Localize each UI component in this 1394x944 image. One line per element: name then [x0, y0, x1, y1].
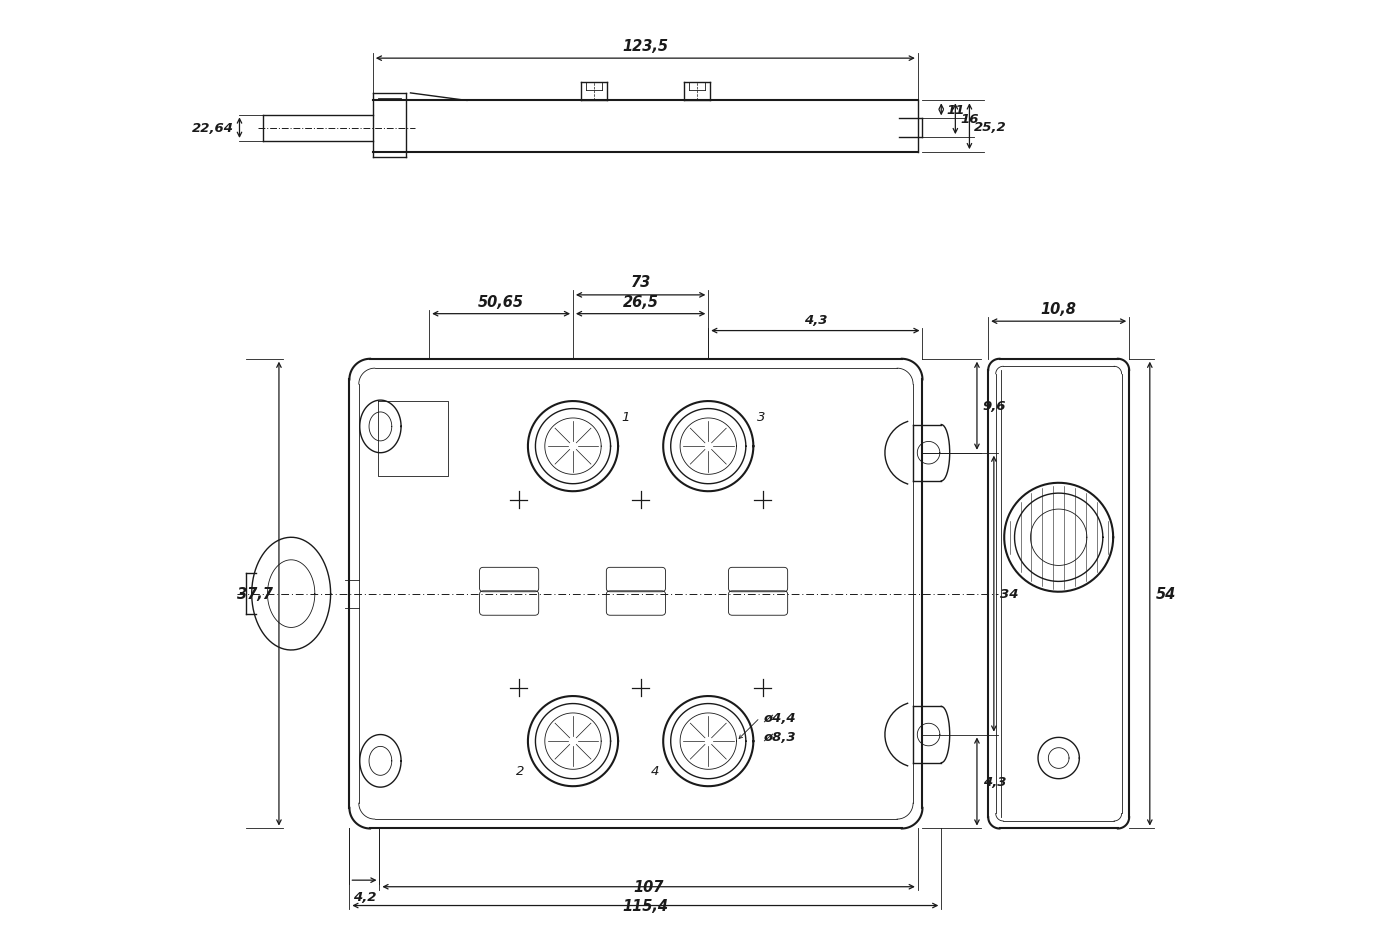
Text: 54: 54: [1156, 586, 1175, 601]
Text: 22,64: 22,64: [192, 122, 234, 135]
Text: 115,4: 115,4: [622, 898, 668, 913]
Text: 25,2: 25,2: [974, 121, 1006, 134]
Text: 4,3: 4,3: [983, 775, 1006, 788]
Text: 4: 4: [651, 764, 659, 777]
Text: 50,65: 50,65: [478, 295, 524, 310]
Text: 107: 107: [633, 879, 664, 894]
Text: 10,8: 10,8: [1041, 301, 1076, 316]
Text: 123,5: 123,5: [622, 39, 668, 54]
Text: 1: 1: [622, 411, 630, 424]
Text: ø8,3: ø8,3: [763, 730, 796, 743]
Text: 37,7: 37,7: [237, 586, 273, 601]
Text: 34: 34: [999, 587, 1018, 600]
Text: 9,6: 9,6: [983, 400, 1006, 413]
Text: 3: 3: [757, 411, 765, 424]
Text: 4,2: 4,2: [353, 889, 376, 902]
Text: 11: 11: [947, 104, 965, 117]
Text: 73: 73: [630, 275, 651, 290]
Text: ø4,4: ø4,4: [763, 712, 796, 724]
Text: 2: 2: [516, 764, 524, 777]
Text: 26,5: 26,5: [623, 295, 658, 310]
Text: 4,3: 4,3: [803, 313, 827, 327]
Text: 16: 16: [960, 113, 979, 126]
